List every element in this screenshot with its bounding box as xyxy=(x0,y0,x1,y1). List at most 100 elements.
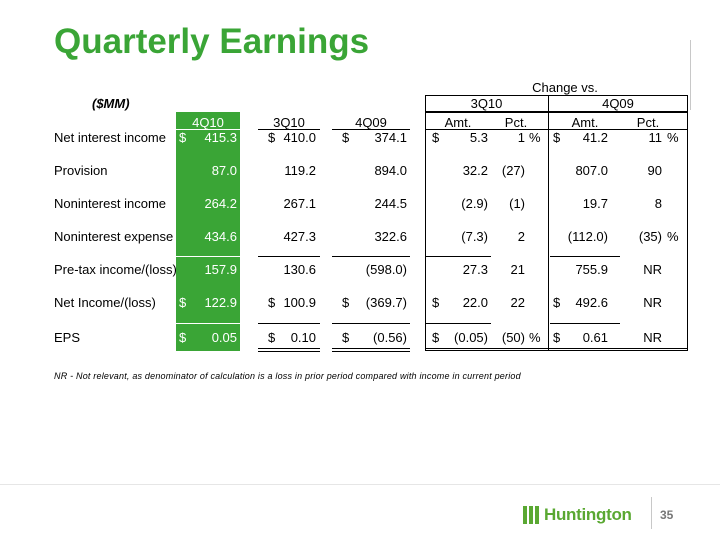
cell-pct-3q10-value: 21 xyxy=(510,262,525,277)
col-header-3q10: 3Q10 xyxy=(273,115,305,130)
cell-4q10-value: 0.05 xyxy=(211,330,237,345)
cell-3q10-value: 100.9 xyxy=(283,295,316,310)
cell-amt-3q10-value: 5.3 xyxy=(469,130,488,145)
cell-pct-3q10-sign: % xyxy=(529,330,541,345)
cell-pct-3q10-value: 2 xyxy=(517,229,525,244)
logo-mark-icon xyxy=(523,506,539,524)
change-group-header-box xyxy=(425,95,688,112)
row-label-net-income: Net Income/(loss) xyxy=(54,295,156,310)
cell-3q10-value: 427.3 xyxy=(283,229,316,244)
cell-amt-4q09-value: (112.0) xyxy=(567,229,608,244)
cell-amt-4q09-dollar: $ xyxy=(553,295,561,310)
col-header-amt-4q09: Amt. xyxy=(571,115,599,130)
header-underline-3q10 xyxy=(258,129,320,130)
subtotal-line-4q10 xyxy=(176,256,240,257)
cell-3q10-value: 267.1 xyxy=(283,196,316,211)
cell-4q10-value: 122.9 xyxy=(204,295,237,310)
cell-pct-3q10-value: 22 xyxy=(510,295,525,310)
cell-4q09-value: (369.7) xyxy=(365,295,407,310)
cell-3q10-dollar: $ xyxy=(268,130,276,145)
footer-separator xyxy=(651,497,652,529)
cell-amt-3q10-dollar: $ xyxy=(432,330,440,345)
cell-pct-4q09-value: NR xyxy=(643,262,662,277)
col-header-4q10: 4Q10 xyxy=(192,115,224,130)
net-income-rule-4q10 xyxy=(176,323,240,324)
cell-pct-4q09-value: 11 xyxy=(648,130,663,145)
cell-pct-3q10-sign: % xyxy=(529,130,541,145)
cell-4q10-value: 87.0 xyxy=(211,163,237,178)
footer-divider xyxy=(0,484,720,485)
change-vs-header: Change vs. xyxy=(532,80,598,95)
cell-pct-4q09-sign: % xyxy=(667,229,679,244)
cell-pct-4q09-value: NR xyxy=(643,330,662,345)
col-header-pct-4q09: Pct. xyxy=(636,115,660,130)
page-number: 35 xyxy=(660,508,674,522)
cell-amt-3q10-dollar: $ xyxy=(432,295,440,310)
footnote: NR - Not relevant, as denominator of cal… xyxy=(54,371,521,381)
slide-edge-line xyxy=(690,40,691,110)
bottom-rule-b-4q09 xyxy=(332,351,410,352)
cell-amt-4q09-dollar: $ xyxy=(553,130,561,145)
cell-3q10-value: 119.2 xyxy=(284,163,316,178)
cell-4q10-dollar: $ xyxy=(179,295,187,310)
col-header-4q09: 4Q09 xyxy=(355,115,387,130)
group-header-divider xyxy=(548,95,549,112)
cell-4q09-value: (598.0) xyxy=(365,262,407,277)
cell-amt-4q09-value: 492.6 xyxy=(575,295,608,310)
current-quarter-highlight xyxy=(176,112,240,351)
row-label-noninterest-expense: Noninterest expense xyxy=(54,229,174,244)
cell-pct-4q09-value: 8 xyxy=(654,196,662,211)
cell-amt-3q10-value: 27.3 xyxy=(462,262,488,277)
net-income-rule-4q09 xyxy=(332,323,410,324)
col-header-pct-3q10: Pct. xyxy=(504,115,528,130)
cell-amt-4q09-value: 755.9 xyxy=(575,262,608,277)
cell-4q09-value: 244.5 xyxy=(374,196,407,211)
row-label-provision: Provision xyxy=(54,163,108,178)
cell-amt-4q09-value: 0.61 xyxy=(582,330,608,345)
logo-text: Huntington xyxy=(544,505,632,524)
huntington-logo: Huntington xyxy=(523,505,632,525)
bottom-rule-a-3q10 xyxy=(258,348,320,349)
cell-pct-3q10-value: (27) xyxy=(501,163,525,178)
change-columns-box xyxy=(425,112,688,351)
cell-4q09-value: 894.0 xyxy=(374,163,407,178)
units-label: ($MM) xyxy=(92,96,130,111)
cell-4q09-dollar: $ xyxy=(342,295,350,310)
cell-amt-3q10-value: (7.3) xyxy=(461,229,488,244)
cell-pct-4q09-value: 90 xyxy=(647,163,662,178)
cell-4q10-dollar: $ xyxy=(179,130,187,145)
subtotal-line-4q09 xyxy=(332,256,410,257)
cell-pct-4q09-value: NR xyxy=(643,295,662,310)
row-label-eps: EPS xyxy=(54,330,81,345)
header-underline-4q10 xyxy=(176,129,240,130)
subtotal-line-amt-4q09 xyxy=(550,256,620,257)
page-title: Quarterly Earnings xyxy=(54,22,370,61)
cell-3q10-dollar: $ xyxy=(268,330,276,345)
cell-4q09-dollar: $ xyxy=(342,130,350,145)
cell-amt-3q10-value: (2.9) xyxy=(461,196,488,211)
cell-3q10-value: 0.10 xyxy=(290,330,316,345)
cell-pct-3q10-value: 1 xyxy=(517,130,525,145)
cell-amt-4q09-value: 19.7 xyxy=(582,196,608,211)
row-label-pretax-income: Pre-tax income/(loss) xyxy=(54,262,177,277)
bottom-rule-a-4q09 xyxy=(332,348,410,349)
cell-amt-3q10-value: 22.0 xyxy=(462,295,488,310)
cell-4q09-dollar: $ xyxy=(342,330,350,345)
row-label-net-interest-income: Net interest income xyxy=(54,130,166,145)
cell-pct-3q10-value: (1) xyxy=(509,196,525,211)
cell-pct-4q09-value: (35) xyxy=(638,229,662,244)
cell-amt-3q10-dollar: $ xyxy=(432,130,440,145)
net-income-rule-3q10 xyxy=(258,323,320,324)
net-income-rule-amt-4q09 xyxy=(550,323,620,324)
cell-3q10-value: 410.0 xyxy=(283,130,316,145)
cell-4q10-value: 264.2 xyxy=(204,196,237,211)
group-header-3q10: 3Q10 xyxy=(470,96,503,111)
cell-4q09-value: 374.1 xyxy=(374,130,407,145)
cell-amt-4q09-value: 41.2 xyxy=(582,130,608,145)
cell-amt-4q09-value: 807.0 xyxy=(575,163,608,178)
cell-4q09-value: (0.56) xyxy=(373,330,407,345)
cell-4q10-value: 157.9 xyxy=(204,262,237,277)
cell-amt-4q09-dollar: $ xyxy=(553,330,561,345)
cell-amt-3q10-value: 32.2 xyxy=(462,163,488,178)
subtotal-line-3q10 xyxy=(258,256,320,257)
